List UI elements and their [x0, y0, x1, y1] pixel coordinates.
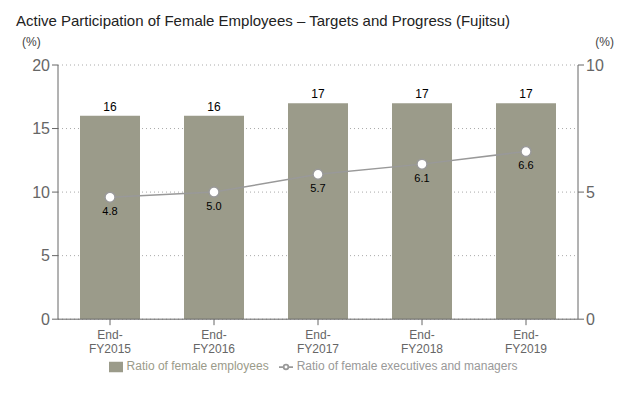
svg-text:End-FY2018: End-FY2018 — [401, 328, 443, 356]
html-text:Active Participation of Female: Active Participation of Female Employees… — [16, 12, 511, 29]
svg-text:End-FY2016: End-FY2016 — [193, 328, 235, 356]
svg-text:5.7: 5.7 — [310, 182, 325, 194]
svg-text:0: 0 — [586, 311, 595, 328]
svg-text:6.1: 6.1 — [414, 172, 429, 184]
html-text:Ratio of female employees: Ratio of female employees — [126, 359, 269, 374]
svg-text:17: 17 — [311, 87, 325, 101]
svg-text:End-FY2019: End-FY2019 — [505, 328, 547, 356]
svg-text:17: 17 — [519, 87, 533, 101]
svg-text:16: 16 — [103, 100, 117, 114]
svg-text:20: 20 — [32, 57, 50, 74]
html-text:Ratio of female executives and: Ratio of female executives and managers — [296, 359, 518, 374]
svg-text:4.8: 4.8 — [102, 205, 117, 217]
svg-text:End-FY2017: End-FY2017 — [297, 328, 339, 356]
svg-text:10: 10 — [32, 184, 50, 201]
svg-text:15: 15 — [32, 120, 50, 137]
svg-text:5.0: 5.0 — [206, 200, 221, 212]
svg-text:17: 17 — [415, 87, 429, 101]
svg-text:6.6: 6.6 — [518, 159, 533, 171]
svg-text:5: 5 — [41, 247, 50, 264]
svg-text:5: 5 — [586, 184, 595, 201]
svg-text:10: 10 — [586, 57, 604, 74]
svg-text:0: 0 — [41, 311, 50, 328]
svg-text:End-FY2015: End-FY2015 — [89, 328, 131, 356]
svg-text:16: 16 — [207, 100, 221, 114]
